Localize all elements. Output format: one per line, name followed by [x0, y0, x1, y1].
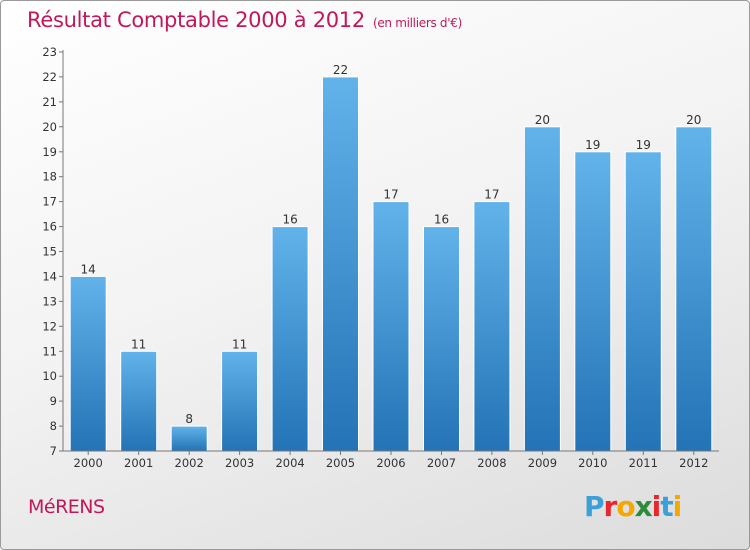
y-tick-label-10: 10 [42, 369, 57, 383]
x-tick-label-2001: 2001 [124, 456, 153, 470]
y-tick-label-19: 19 [42, 145, 57, 159]
bar-2010 [574, 151, 612, 452]
bar-2005 [322, 76, 359, 452]
y-tick-label-23: 23 [42, 45, 57, 59]
logo-letter: P [584, 490, 605, 523]
value-label-2006: 17 [383, 188, 398, 202]
x-tick-label-2010: 2010 [578, 456, 607, 470]
logo-letter: r [603, 490, 618, 523]
value-label-2005: 22 [333, 63, 348, 77]
chart-axes: 2000 2001 2002 2003 2004 2005 2006 2007 2008 2009… [42, 45, 719, 470]
x-tick-label-2007: 2007 [427, 456, 456, 470]
y-tick-label-12: 12 [42, 319, 57, 333]
chart-title: Résultat Comptable 2000 à 2012 (en millie… [27, 8, 462, 32]
value-label-2008: 17 [484, 188, 499, 202]
y-tick-label-8: 8 [50, 419, 57, 433]
x-tick-label-2011: 2011 [629, 456, 658, 470]
bar-series [69, 76, 713, 452]
chart-subtitle: (en milliers d'€) [372, 16, 462, 30]
x-tick-label-2009: 2009 [528, 456, 557, 470]
y-tick-label-7: 7 [50, 444, 57, 458]
bar-2008 [473, 201, 511, 452]
bar-2009 [523, 126, 561, 452]
x-tick-label-2008: 2008 [477, 456, 506, 470]
y-tick-label-21: 21 [42, 95, 57, 109]
bar-2002 [170, 425, 208, 452]
value-label-2004: 16 [282, 213, 297, 227]
value-label-2011: 19 [636, 138, 651, 152]
y-tick-label-16: 16 [42, 220, 57, 234]
chart-title-text: Résultat Comptable 2000 à 2012 [27, 8, 365, 32]
bar-2011 [624, 151, 662, 452]
x-tick-label-2004: 2004 [275, 456, 304, 470]
y-tick-label-15: 15 [42, 245, 57, 259]
value-label-2001: 11 [131, 337, 146, 351]
bar-2004 [271, 226, 309, 452]
y-tick-label-9: 9 [50, 394, 57, 408]
value-label-2003: 11 [232, 337, 247, 351]
bar-2006 [372, 201, 410, 452]
value-label-2002: 8 [185, 412, 193, 426]
logo-letter: i [672, 490, 683, 523]
x-tick-label-2000: 2000 [74, 456, 103, 470]
bar-2012 [675, 126, 713, 452]
x-tick-label-2006: 2006 [376, 456, 405, 470]
logo-letter: x [634, 490, 653, 523]
y-tick-label-22: 22 [42, 70, 57, 84]
bar-2000 [69, 275, 107, 452]
data-labels: 14 11 8 11 16 22 17 16 17 20 19 19 20 [81, 63, 702, 426]
x-tick-label-2005: 2005 [326, 456, 355, 470]
y-tick-label-18: 18 [42, 170, 57, 184]
logo-letter: o [616, 490, 635, 523]
y-tick-label-14: 14 [42, 269, 57, 283]
value-label-2009: 20 [535, 113, 550, 127]
x-tick-label-2012: 2012 [679, 456, 708, 470]
value-label-2012: 20 [686, 113, 701, 127]
x-tick-label-2003: 2003 [225, 456, 254, 470]
value-label-2000: 14 [81, 262, 96, 276]
logo-letter: i [651, 490, 662, 523]
value-label-2010: 19 [585, 138, 600, 152]
y-tick-label-20: 20 [42, 120, 57, 134]
bar-2007 [423, 226, 460, 452]
y-tick-label-11: 11 [42, 344, 57, 358]
value-label-2007: 16 [434, 213, 449, 227]
y-tick-label-17: 17 [42, 195, 57, 209]
bar-2001 [120, 350, 158, 452]
proxiti-logo: Proxiti [584, 490, 683, 523]
bar-2003 [221, 350, 259, 452]
x-tick-label-2002: 2002 [175, 456, 204, 470]
logo-letter: t [660, 490, 673, 523]
y-tick-label-13: 13 [42, 294, 57, 308]
city-name: MéRENS [28, 496, 105, 518]
